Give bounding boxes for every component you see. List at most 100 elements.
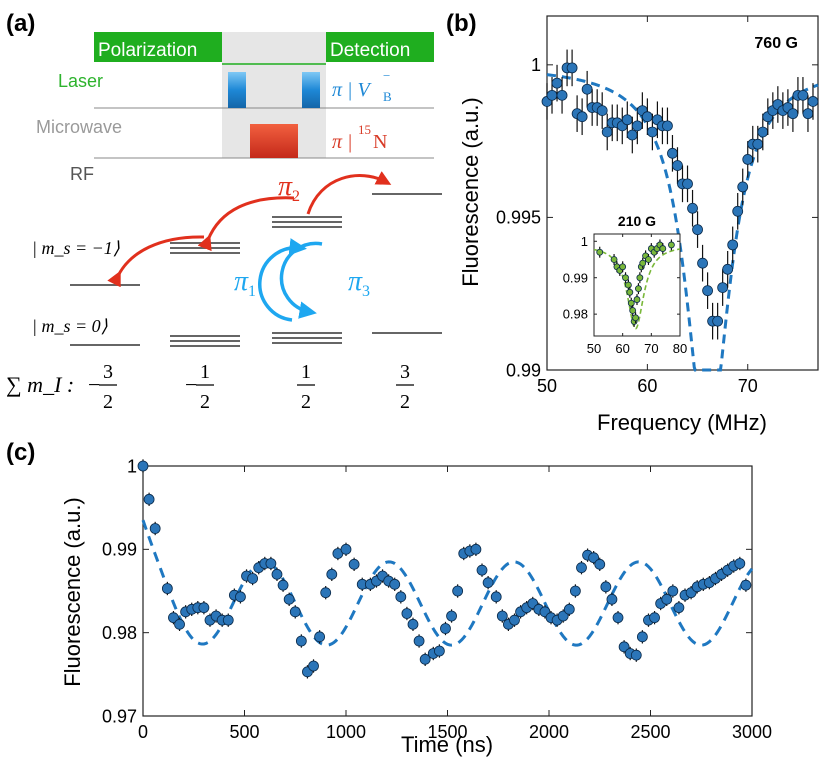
c-xtick-label: 3000 — [732, 722, 772, 742]
b-point — [546, 89, 558, 101]
inset-point — [629, 307, 637, 314]
b-point — [621, 114, 633, 126]
c-point — [476, 564, 488, 576]
c-xlabel: Time (ns) — [401, 732, 493, 757]
b-point — [566, 62, 578, 74]
b-point — [752, 138, 764, 150]
b-ylabel: Fluorescence (a.u.) — [458, 97, 483, 287]
detection-label: Detection — [330, 40, 410, 61]
b-ytick-label: 1 — [531, 55, 541, 75]
b-point — [732, 205, 744, 217]
inset-point — [610, 256, 618, 263]
fraction-sign: − — [185, 372, 197, 397]
microwave-label: Microwave — [36, 117, 122, 137]
b-point — [737, 181, 749, 193]
inset-point — [626, 288, 634, 296]
c-point — [198, 602, 210, 614]
chart-frequency: 50 60 70 0.99 0.995 1 760 G Frequency (MHz) Fluo… — [458, 15, 819, 435]
c-point — [137, 460, 149, 472]
b-point — [807, 96, 819, 107]
inset-xtick-label: 80 — [673, 341, 687, 356]
c-point — [174, 618, 185, 630]
inset-ytick-label: 0.98 — [563, 307, 588, 322]
c-point — [407, 618, 419, 630]
c-point — [636, 631, 648, 643]
chart-time: 0 500 1000 1500 2000 2500 3000 0.97 0.98 0.99 1 Tim… — [60, 456, 772, 757]
c-point — [265, 558, 277, 569]
panel-b: (b) 50 60 70 0.99 0.995 1 760 G Frequency (MHz)… — [446, 10, 819, 435]
inset-point — [636, 274, 644, 282]
fraction-numerator: 3 — [400, 361, 410, 383]
b-point — [672, 160, 683, 171]
inset-ytick-label: 1 — [581, 234, 588, 249]
inset-point — [633, 296, 641, 303]
rf-label: RF — [70, 164, 94, 184]
c-point — [433, 645, 445, 657]
c-point — [470, 543, 482, 555]
c-point — [308, 660, 319, 672]
c-point — [490, 591, 502, 603]
inset-chart: 50 60 70 80 0.98 0.99 1 210 G — [563, 213, 688, 356]
inset-point — [627, 299, 635, 307]
c-point — [235, 591, 246, 603]
c-point — [149, 523, 161, 534]
c-point — [320, 587, 332, 599]
b-point — [702, 285, 713, 297]
arrow-p12-to-m12 — [197, 196, 295, 252]
b-point — [697, 257, 708, 269]
inset-point — [645, 256, 652, 263]
b-point — [641, 111, 653, 123]
b-point — [646, 126, 658, 138]
laser-label: Laser — [58, 71, 103, 91]
b-point — [742, 154, 754, 165]
c-point — [740, 579, 752, 591]
inset-point — [625, 281, 632, 289]
b-point — [787, 108, 799, 120]
c-point — [314, 631, 326, 643]
panel-c: (c) 0 500 1000 1500 2000 2500 3000 0.97 0.98 0.99… — [6, 439, 772, 757]
c-fit-line — [141, 519, 754, 647]
c-point — [509, 614, 520, 626]
microwave-pulse — [250, 124, 298, 158]
b-point — [802, 108, 814, 120]
inset-annotation: 210 G — [618, 213, 656, 229]
c-point — [395, 591, 407, 603]
c-ytick-label: 0.97 — [102, 706, 137, 726]
polarization-bar — [94, 32, 222, 62]
c-point — [419, 653, 431, 665]
arrow-m12-to-m32 — [107, 235, 205, 288]
c-point — [222, 614, 234, 626]
c-point — [143, 493, 155, 505]
b-ytick-label: 0.99 — [506, 360, 541, 380]
inset-point — [622, 274, 629, 282]
c-xtick-label: 1000 — [326, 722, 366, 742]
c-point — [594, 558, 606, 570]
c-point — [277, 579, 289, 591]
c-xtick-label: 2000 — [529, 722, 569, 742]
svg-text:π |: π | — [332, 131, 353, 153]
fraction-denominator: 2 — [103, 391, 113, 413]
polarization-label: Polarization — [98, 40, 197, 61]
c-point — [295, 635, 307, 647]
c-xtick-label: 2500 — [630, 722, 670, 742]
c-point — [661, 593, 673, 605]
inset-xtick-label: 60 — [615, 341, 629, 356]
b-point — [757, 126, 769, 138]
cycle-arrow-right — [279, 241, 323, 319]
fraction-2: 12 — [297, 361, 315, 413]
c-xtick-label: 1500 — [427, 722, 467, 742]
c-point — [630, 649, 642, 661]
b-point — [687, 202, 698, 214]
b-point — [576, 111, 588, 123]
c-point — [649, 612, 660, 624]
svg-text:π | V: π | V — [332, 79, 373, 101]
b-xtick-label: 70 — [738, 376, 758, 396]
panel-a: (a) Polarization Detection Laser Microwa… — [6, 10, 442, 413]
b-point — [667, 147, 678, 159]
inset-point — [596, 248, 604, 256]
c-point — [326, 568, 338, 580]
energy-levels — [70, 193, 442, 347]
c-point — [348, 558, 360, 570]
b-point — [596, 105, 608, 117]
